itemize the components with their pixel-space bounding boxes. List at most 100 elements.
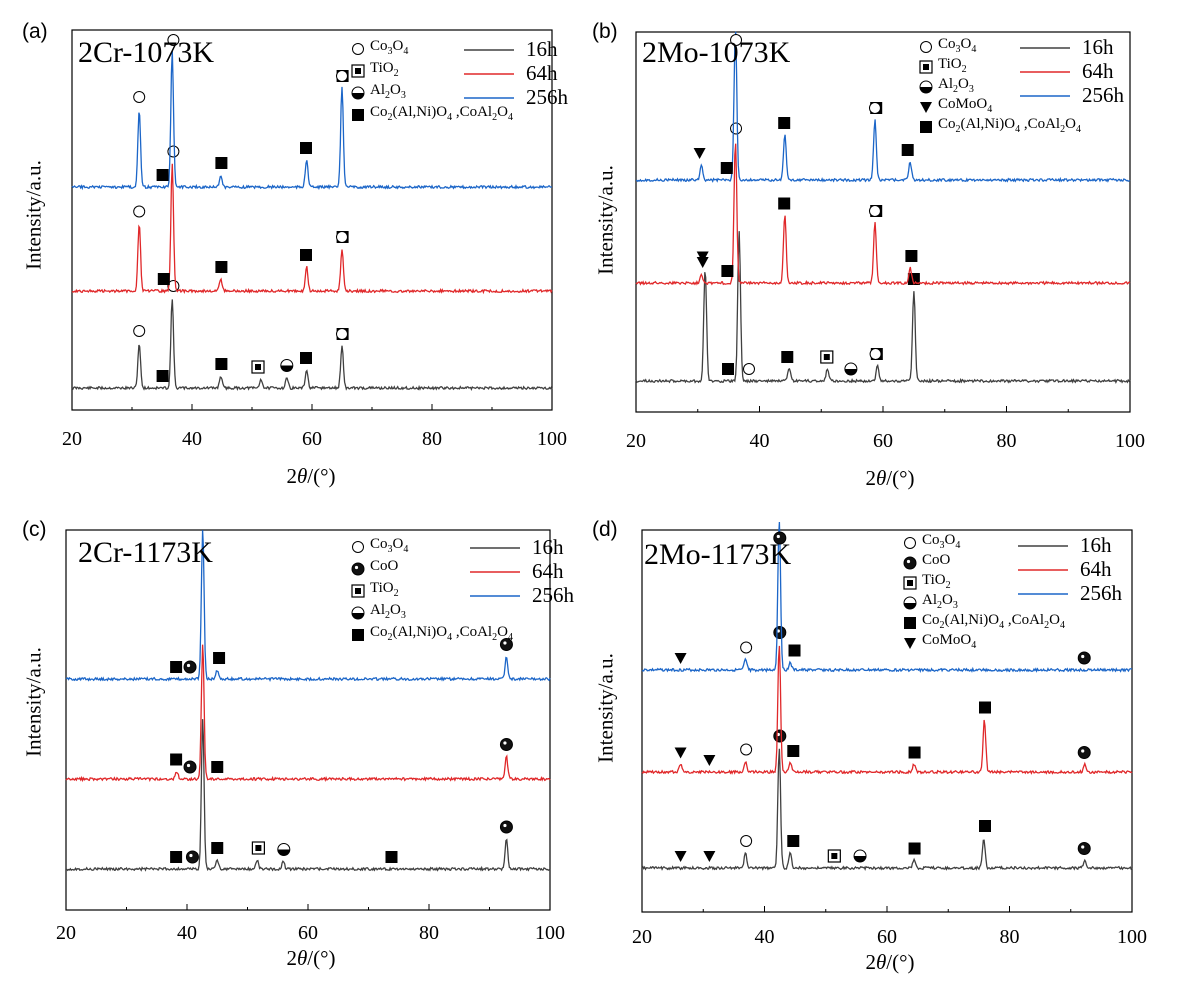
phase-marker-open-circle (336, 70, 348, 82)
legend-phase-label: Al2O3 (922, 592, 958, 611)
phase-marker-open-circle (133, 325, 146, 337)
legend-phase-label: Co3O4 (922, 532, 961, 551)
phase-marker-open-circle (730, 122, 743, 135)
x-tick-label: 100 (537, 428, 567, 450)
legend-phase-label: Al2O3 (370, 602, 406, 621)
phase-marker-filled-square (979, 820, 991, 832)
series-line-256h (71, 50, 552, 191)
y-axis-label: Intensity/a.u. (593, 653, 618, 763)
legend-phase-label: Co3O4 (370, 536, 409, 555)
phase-marker-filled-square (781, 351, 794, 363)
panel-label: (d) (592, 518, 618, 541)
x-tick-label: 20 (632, 926, 652, 948)
legend-symbol-boxed-square (919, 60, 933, 74)
panel-label: (a) (22, 20, 48, 43)
y-axis-label: Intensity/a.u. (21, 160, 46, 270)
x-tick-label: 100 (535, 922, 565, 944)
phase-marker-filled-square (901, 144, 914, 156)
legend-symbol-filled-triangle (904, 638, 916, 649)
phase-marker-filled-circle (499, 638, 513, 651)
x-tick-label: 60 (873, 430, 893, 452)
legend-series-label: 16h (532, 535, 564, 559)
panel-a-plot (71, 29, 553, 411)
legend-phase-label: TiO2 (938, 56, 967, 75)
series-line-256h (635, 31, 1131, 183)
phase-marker-filled-square (170, 661, 183, 673)
legend-phase-label: Al2O3 (370, 82, 406, 101)
phase-marker-open-circle (167, 34, 180, 46)
legend-series-label: 64h (532, 559, 564, 583)
phase-marker-boxed-square (820, 350, 834, 364)
legend-series-label: 256h (1080, 581, 1122, 605)
legend-series-label: 16h (1080, 533, 1112, 557)
x-tick-label: 100 (1117, 926, 1147, 948)
plot-frame (641, 529, 1133, 913)
panel-c: (c) 2Cr-1173K Intensity/a.u. 2θ/(°) 20 40… (0, 494, 590, 988)
legend-symbol-filled-circle (351, 562, 365, 576)
phase-marker-open-circle (868, 205, 881, 217)
legend-symbol-filled-square (352, 629, 364, 641)
x-tick-label: 60 (877, 926, 897, 948)
phase-marker-filled-square (156, 169, 169, 181)
phase-marker-open-circle (336, 231, 348, 243)
phase-marker-filled-square (787, 745, 800, 757)
plot-frame (635, 31, 1131, 413)
series-line-64h (65, 644, 551, 783)
x-tick-label: 40 (754, 926, 775, 948)
legend-symbol-filled-circle (903, 556, 917, 570)
series-line-256h (641, 521, 1133, 674)
phase-marker-filled-circle (499, 820, 513, 834)
phase-marker-filled-square (908, 842, 921, 855)
legend-phase-label: Co3O4 (370, 38, 409, 57)
legend-symbol-boxed-square (903, 576, 917, 590)
plot-frame (65, 529, 551, 911)
panel-title: 2Mo-1173K (644, 538, 792, 571)
phase-marker-half-circle (280, 359, 294, 372)
phase-marker-half-circle (853, 849, 867, 863)
legend-phase-label: TiO2 (370, 580, 399, 599)
x-tick-label: 40 (177, 922, 197, 944)
legend-phase-label: Co3O4 (938, 36, 977, 55)
phase-marker-filled-square (722, 363, 735, 375)
legend-symbol-half-circle (903, 596, 917, 610)
phase-marker-filled-square (778, 117, 791, 129)
phase-marker-half-circle (277, 843, 291, 856)
legend-phase-label: Co2(Al,Ni)O4 ,CoAl2O4 (938, 116, 1081, 135)
phase-marker-filled-square (907, 273, 920, 285)
phase-marker-filled-circle (499, 738, 513, 751)
phase-marker-filled-square (215, 261, 228, 273)
legend-phase-label: Al2O3 (938, 76, 974, 95)
series-line-16h (65, 719, 551, 872)
x-axis-label: 2θ/(°) (286, 946, 336, 970)
series-line-16h (641, 748, 1133, 871)
legend-symbol-filled-square (904, 617, 916, 629)
legend-series-label: 16h (526, 37, 558, 61)
series-line-64h (71, 163, 553, 295)
legend-phase-label: CoO (370, 558, 399, 574)
phase-marker-filled-circle (773, 626, 787, 639)
phase-marker-boxed-square (251, 841, 265, 855)
panel-d-plot (641, 521, 1133, 913)
phase-marker-open-circle (740, 641, 753, 654)
legend-symbol-half-circle (919, 80, 933, 94)
phase-marker-filled-square (788, 644, 801, 657)
phase-marker-filled-square (156, 370, 169, 382)
legend-phase-label: CoMoO4 (938, 96, 993, 115)
legend-symbol-open-circle (352, 43, 364, 55)
x-tick-label: 80 (996, 430, 1017, 452)
legend-series-label: 256h (526, 85, 568, 109)
phase-marker-filled-triangle (674, 747, 687, 759)
x-axis-label: 2θ/(°) (865, 950, 915, 974)
phase-marker-filled-circle (773, 531, 787, 545)
legend-symbol-filled-square (920, 121, 932, 133)
phase-marker-open-circle (133, 205, 146, 218)
legend-symbol-filled-square (352, 109, 364, 121)
legend-phase-label: TiO2 (370, 60, 399, 79)
phase-marker-filled-circle (773, 729, 787, 743)
series-line-64h (641, 645, 1133, 775)
panel-b: (b) 2Mo-1073K Intensity/a.u. 2θ/(°) 20 40… (590, 0, 1180, 494)
phase-marker-filled-triangle (693, 148, 706, 159)
legend-phase-label: Co2(Al,Ni)O4 ,CoAl2O4 (922, 612, 1065, 631)
panel-b-plot (635, 31, 1131, 413)
legend-symbol-open-circle (904, 537, 916, 549)
